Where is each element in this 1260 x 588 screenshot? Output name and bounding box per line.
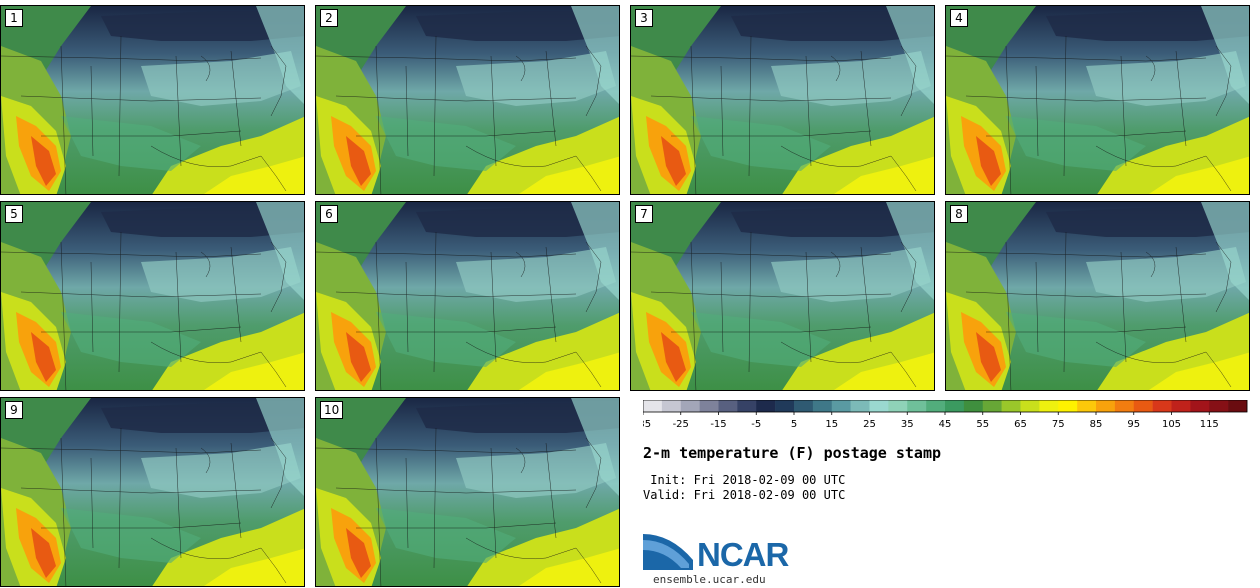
map-panel-6: 6 (315, 201, 620, 391)
colorbar-segment (1133, 400, 1153, 412)
colorbar-segment (888, 400, 908, 412)
map-panel-2: 2 (315, 5, 620, 195)
map-panel-1: 1 (0, 5, 305, 195)
colorbar-tick-label: 55 (976, 419, 989, 430)
panel-number-label: 2 (320, 9, 338, 27)
panel-number-label: 7 (635, 205, 653, 223)
map-panel-10: 10 (315, 397, 620, 587)
colorbar-segment (1209, 400, 1229, 412)
colorbar-tick-label: 65 (1014, 419, 1027, 430)
colorbar-tick-label: 95 (1127, 419, 1140, 430)
colorbar-segment (775, 400, 795, 412)
colorbar-tick-label: -5 (751, 419, 761, 430)
colorbar-segment (1001, 400, 1021, 412)
panel-number-label: 1 (5, 9, 23, 27)
colorbar-tick-label: 45 (939, 419, 952, 430)
colorbar-segment (831, 400, 851, 412)
ncar-swoosh-icon (643, 534, 693, 570)
colorbar-tick-label: 35 (901, 419, 914, 430)
colorbar-segment (756, 400, 776, 412)
colorbar-segment (1152, 400, 1172, 412)
panel-number-label: 5 (5, 205, 23, 223)
valid-time: Valid: Fri 2018-02-09 00 UTC (643, 488, 846, 502)
colorbar-segment (812, 400, 833, 412)
colorbar-tick-label: 115 (1200, 419, 1219, 430)
colorbar-tick-label: 15 (825, 419, 838, 430)
colorbar-segment (661, 400, 682, 412)
map-panel-7: 7 (630, 201, 935, 391)
map-panel-9: 9 (0, 397, 305, 587)
colorbar-segment (1228, 400, 1248, 412)
colorbar-tick-label: 25 (863, 419, 876, 430)
colorbar-tick-label: -15 (710, 419, 726, 430)
colorbar-tick-label: 85 (1090, 419, 1103, 430)
colorbar-tick-label: 5 (791, 419, 797, 430)
colorbar-segment (850, 400, 870, 412)
colorbar-segment (1171, 400, 1191, 412)
temperature-colorbar: -35 -25 -15 -5 5 15 25 35 45 55 65 75 85 95 105 115 (643, 400, 1248, 430)
colorbar-tick-label: -25 (673, 419, 689, 430)
colorbar-tick-label: -35 (643, 419, 651, 430)
colorbar-segment (926, 400, 946, 412)
panel-number-label: 3 (635, 9, 653, 27)
chart-title: 2-m temperature (F) postage stamp (643, 444, 942, 462)
colorbar-tick-label: 105 (1162, 419, 1181, 430)
map-panel-3: 3 (630, 5, 935, 195)
panel-number-label: 10 (320, 401, 344, 419)
colorbar-segment (982, 400, 1002, 412)
map-panel-4: 4 (945, 5, 1250, 195)
logo-url: ensemble.ucar.edu (653, 573, 766, 586)
colorbar-segment (794, 400, 814, 412)
colorbar-segment (1190, 400, 1210, 412)
colorbar-segment (699, 400, 719, 412)
colorbar-segment (1096, 400, 1116, 412)
colorbar-segment (1114, 400, 1135, 412)
panel-number-label: 8 (950, 205, 968, 223)
colorbar-segment (718, 400, 738, 412)
colorbar-segment (907, 400, 927, 412)
panel-number-label: 9 (5, 401, 23, 419)
ncar-logo[interactable]: NCAR ensemble.ucar.edu (643, 530, 793, 588)
panel-number-label: 4 (950, 9, 968, 27)
colorbar-segment (1039, 400, 1059, 412)
colorbar-segment (1020, 400, 1040, 412)
colorbar-segment (869, 400, 889, 412)
logo-text: NCAR (697, 536, 789, 573)
colorbar-tick-label: 75 (1052, 419, 1065, 430)
colorbar-segment (1058, 400, 1078, 412)
init-time: Init: Fri 2018-02-09 00 UTC (643, 473, 846, 487)
panel-number-label: 6 (320, 205, 338, 223)
map-panel-5: 5 (0, 201, 305, 391)
colorbar-segment (945, 400, 965, 412)
colorbar-segment (1077, 400, 1097, 412)
colorbar-segment (963, 400, 984, 412)
colorbar-segment (643, 400, 663, 412)
map-panel-8: 8 (945, 201, 1250, 391)
colorbar-segment (680, 400, 700, 412)
colorbar-segment (737, 400, 757, 412)
